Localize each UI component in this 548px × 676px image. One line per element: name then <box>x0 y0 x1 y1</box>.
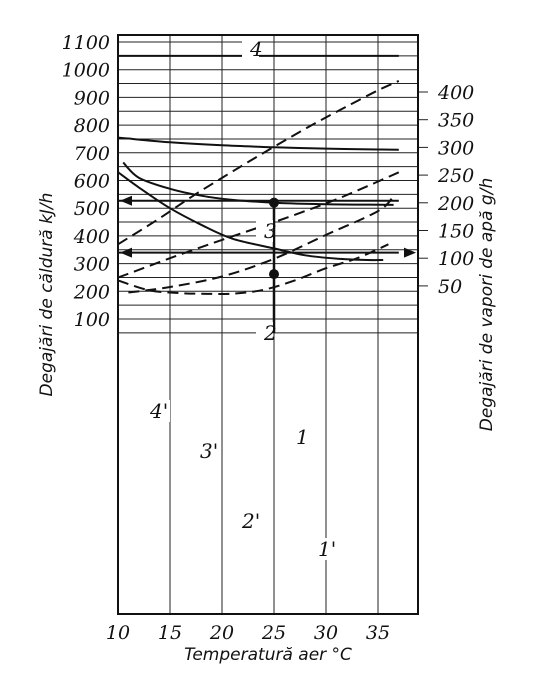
y-left-tick-label: 200 <box>73 281 110 303</box>
series-line-2p <box>128 195 395 294</box>
x-tick-label: 20 <box>209 622 234 644</box>
series-label-bg <box>242 38 259 60</box>
series-label-bg <box>256 220 273 242</box>
y-right-tick-label: 250 <box>437 165 474 187</box>
series-label-bg <box>234 510 262 532</box>
y-left-tick-label: 300 <box>74 254 110 276</box>
y-left-axis-title: Degajări de căldură kJ/h <box>37 193 57 397</box>
y-left-tick-label: 500 <box>74 198 110 220</box>
y-right-tick-label: 100 <box>438 248 474 270</box>
x-tick-label: 25 <box>261 622 286 644</box>
y-right-tick-label: 200 <box>437 193 474 215</box>
series-label-2p: 2' <box>241 509 260 533</box>
x-tick-label: 30 <box>314 622 338 644</box>
arrow-left-heat <box>120 195 132 206</box>
y-left-tick-label: 400 <box>73 226 110 248</box>
x-tick-label: 15 <box>158 622 182 644</box>
arrow-right-vapor <box>404 247 416 258</box>
y-right-tick-label: 150 <box>438 221 474 243</box>
series-label-3p: 3' <box>200 439 218 463</box>
y-left-tick-label: 100 <box>74 309 110 331</box>
y-left-tick-label: 600 <box>74 171 110 193</box>
arrow-left-vapor <box>120 247 132 258</box>
y-left-tick-label: 1100 <box>62 32 110 54</box>
series-label-2: 2 <box>263 321 277 345</box>
series-label-1p: 1' <box>318 537 336 561</box>
series-label-bg <box>310 538 338 560</box>
y-left-tick-label: 700 <box>74 143 110 165</box>
y-right-tick-label: 350 <box>438 110 474 132</box>
x-axis-title: Temperatură aer °C <box>184 645 352 665</box>
series-line-3 <box>117 136 399 151</box>
intersection-marker <box>269 197 279 208</box>
series-line-2 <box>122 161 394 206</box>
plot-frame <box>117 34 419 615</box>
y-right-axis-title: Degajări de vapori de apă g/h <box>477 178 497 431</box>
series-label-4p: 4' <box>149 399 168 423</box>
x-tick-label: 10 <box>106 622 130 644</box>
y-left-tick-label: 800 <box>74 115 110 137</box>
y-right-tick-label: 300 <box>438 137 474 159</box>
series-line-1p <box>117 243 389 295</box>
series-label-bg <box>192 440 220 462</box>
y-right-tick-label: 50 <box>438 276 462 298</box>
y-left-tick-label: 1000 <box>62 60 110 82</box>
series-label-4: 4 <box>249 37 263 61</box>
y-left-tick-label: 900 <box>74 87 110 109</box>
series-line-3p <box>117 171 400 279</box>
series-label-bg <box>288 426 305 448</box>
series-line-4p <box>117 79 400 246</box>
series-label-bg <box>256 322 273 344</box>
series-label-1: 1 <box>296 425 309 449</box>
series-label-bg <box>142 400 170 422</box>
x-tick-label: 35 <box>366 622 390 644</box>
y-right-tick-label: 400 <box>437 82 474 104</box>
intersection-marker <box>269 269 279 280</box>
series-label-3: 3 <box>264 219 277 243</box>
